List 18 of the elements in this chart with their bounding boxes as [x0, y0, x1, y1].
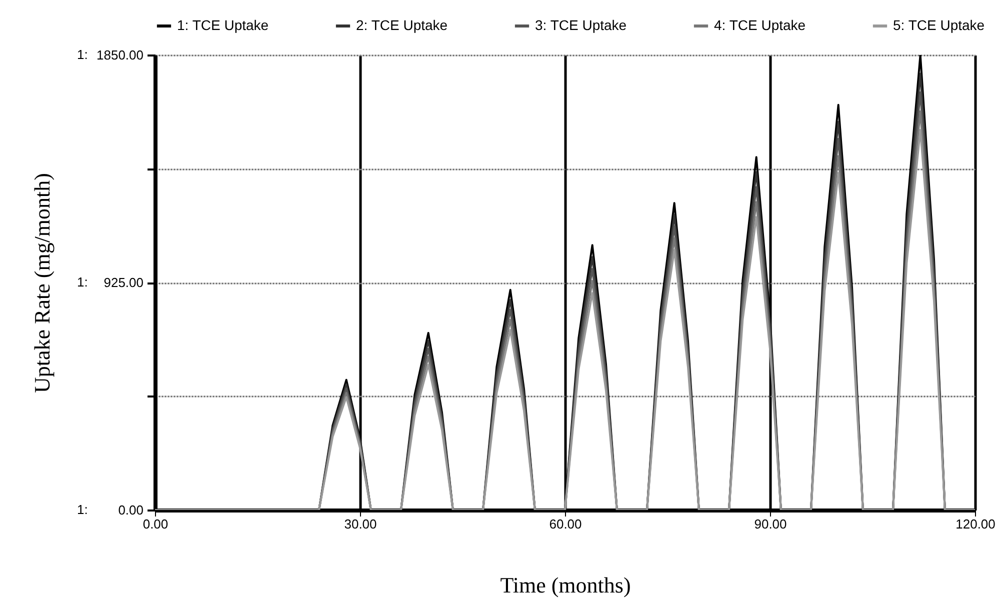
legend-label: 2: TCE Uptake — [356, 17, 448, 33]
y-axis-title: Uptake Rate (mg/month) — [30, 173, 55, 393]
y-tick-label: 1850.00 — [96, 48, 144, 62]
text: 1: — [77, 502, 88, 517]
legend-label: 3: TCE Uptake — [535, 17, 627, 33]
x-tick-label: 30.00 — [344, 516, 377, 532]
text: 1: — [77, 47, 88, 62]
y-tick-label: 0.00 — [118, 502, 144, 518]
x-tick-label: 0.00 — [142, 516, 168, 532]
x-axis-title: Time (months) — [500, 572, 631, 598]
legend-label: 1: TCE Uptake — [177, 17, 269, 33]
y-tick-label: 925.00 — [104, 275, 144, 290]
x-tick-label: 60.00 — [549, 516, 582, 532]
text: 1: — [77, 274, 88, 290]
x-tick-label: 90.00 — [754, 516, 787, 532]
legend-label: 5: TCE Uptake — [893, 17, 985, 33]
x-tick-label: 120.00 — [956, 516, 996, 532]
legend-label: 4: TCE Uptake — [714, 17, 806, 33]
